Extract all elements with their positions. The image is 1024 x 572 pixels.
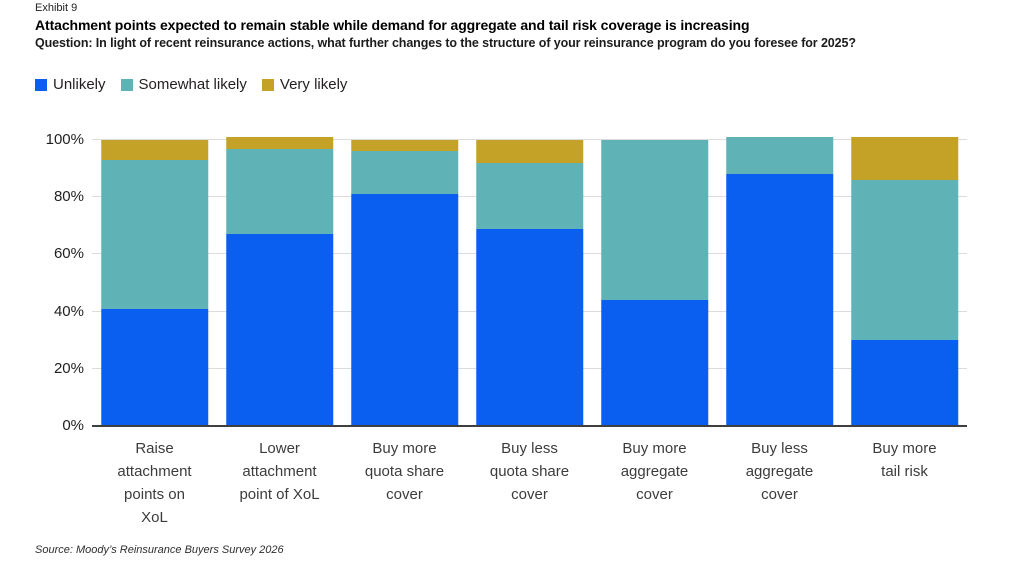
- legend-swatch-unlikely: [35, 78, 47, 91]
- legend-label: Very likely: [279, 76, 348, 93]
- category-label-line: attachment: [117, 463, 192, 480]
- bar-segment-unlikely: [475, 228, 584, 426]
- bar-segment-somewhat-likely: [475, 162, 584, 229]
- bars-container: [92, 137, 967, 426]
- category-labels: Raise attachment points on XoL Lower attachme…: [92, 437, 967, 529]
- category-label-line: Buy more: [872, 440, 937, 457]
- category-label-line: Buy more: [372, 440, 437, 457]
- category-label-lower-attachment-point-of-xol: Lower attachment point of XoL: [217, 437, 342, 529]
- bar-segment-very-likely: [225, 137, 334, 149]
- bar-buy-less-aggregate-cover: [725, 137, 834, 426]
- category-label-line: aggregate: [620, 463, 689, 480]
- survey-question: Question: In light of recent reinsurance…: [35, 36, 856, 50]
- band-buy-more-quota-share-cover: [342, 140, 467, 426]
- band-buy-less-aggregate-cover: [717, 137, 842, 426]
- category-label-line: cover: [511, 486, 548, 503]
- bar-buy-more-tail-risk: [850, 137, 959, 426]
- legend-label: Somewhat likely: [138, 76, 247, 93]
- category-label-raise-attachment-points-on-xol: Raise attachment points on XoL: [92, 437, 217, 529]
- band-buy-more-aggregate-cover: [592, 140, 717, 426]
- bar-segment-very-likely: [100, 140, 209, 161]
- category-label-line: cover: [636, 486, 673, 503]
- band-raise-attachment-points-on-xol: [92, 140, 217, 426]
- exhibit-label: Exhibit 9: [35, 2, 78, 14]
- bar-segment-unlikely: [850, 340, 959, 426]
- bar-segment-somewhat-likely: [725, 137, 834, 175]
- legend-label: Unlikely: [53, 76, 106, 93]
- category-label-buy-less-quota-share-cover: Buy less quota share cover: [467, 437, 592, 529]
- bar-segment-unlikely: [100, 308, 209, 426]
- legend-swatch-very-likely: [261, 78, 274, 91]
- category-label-line: attachment: [242, 463, 317, 480]
- category-label-line: Raise: [135, 440, 174, 457]
- category-label-line: points on: [124, 486, 185, 503]
- category-label-line: aggregate: [745, 463, 814, 480]
- bar-buy-less-quota-share-cover: [475, 140, 584, 426]
- bar-buy-more-aggregate-cover: [600, 140, 709, 426]
- y-axis-label-100: 100%: [45, 131, 84, 148]
- y-axis-label-20: 20%: [53, 359, 84, 377]
- category-label-line: Lower: [259, 440, 300, 457]
- gridline-100: [92, 139, 967, 140]
- bar-segment-very-likely: [350, 140, 459, 152]
- y-axis-label-0: 0%: [62, 417, 84, 434]
- legend-item-very-likely: Very likely: [261, 76, 348, 93]
- category-label-line: point of XoL: [239, 486, 320, 503]
- y-axis-label-80: 80%: [53, 188, 84, 206]
- bar-segment-unlikely: [350, 194, 459, 426]
- category-label-buy-less-aggregate-cover: Buy less aggregate cover: [717, 437, 842, 529]
- category-label-line: quota share: [489, 463, 570, 480]
- category-label-line: Buy more: [622, 440, 687, 457]
- category-label-buy-more-aggregate-cover: Buy more aggregate cover: [592, 437, 717, 529]
- category-label-line: Buy less: [751, 440, 808, 457]
- category-label-line: tail risk: [881, 463, 928, 480]
- band-buy-less-quota-share-cover: [467, 140, 592, 426]
- y-axis-labels: 0% 20% 40% 60% 80% 100%: [20, 131, 84, 434]
- legend-swatch-somewhat-likely: [120, 78, 133, 91]
- chart-title: Attachment points expected to remain sta…: [35, 17, 750, 33]
- category-label-line: cover: [386, 486, 423, 503]
- bar-segment-somewhat-likely: [350, 151, 459, 195]
- bar-segment-somewhat-likely: [225, 148, 334, 235]
- y-axis-label-40: 40%: [53, 302, 84, 320]
- band-buy-more-tail-risk: [842, 137, 967, 426]
- legend-item-somewhat-likely: Somewhat likely: [120, 76, 247, 93]
- bar-segment-unlikely: [600, 300, 709, 426]
- category-label-line: cover: [761, 486, 798, 503]
- bar-raise-attachment-points-on-xol: [100, 140, 209, 426]
- legend: Unlikely Somewhat likely Very likely: [35, 76, 347, 93]
- bar-segment-somewhat-likely: [850, 180, 959, 341]
- legend-item-unlikely: Unlikely: [35, 76, 106, 93]
- y-axis-label-60: 60%: [53, 245, 84, 263]
- plot-area: [92, 137, 967, 427]
- category-label-buy-more-tail-risk: Buy more tail risk: [842, 437, 967, 529]
- category-label-line: Buy less: [501, 440, 558, 457]
- bar-segment-somewhat-likely: [600, 140, 709, 301]
- bar-buy-more-quota-share-cover: [350, 140, 459, 426]
- bar-segment-unlikely: [225, 234, 334, 426]
- bar-segment-very-likely: [475, 140, 584, 163]
- bar-segment-very-likely: [850, 137, 959, 181]
- category-label-buy-more-quota-share-cover: Buy more quota share cover: [342, 437, 467, 529]
- source-note: Source: Moody’s Reinsurance Buyers Surve…: [35, 544, 284, 556]
- band-lower-attachment-point-of-xol: [217, 137, 342, 426]
- category-label-line: XoL: [141, 509, 168, 526]
- bar-segment-unlikely: [725, 174, 834, 426]
- bar-segment-somewhat-likely: [100, 160, 209, 309]
- category-label-line: quota share: [364, 463, 445, 480]
- x-axis-line: [92, 425, 967, 427]
- bar-lower-attachment-point-of-xol: [225, 137, 334, 426]
